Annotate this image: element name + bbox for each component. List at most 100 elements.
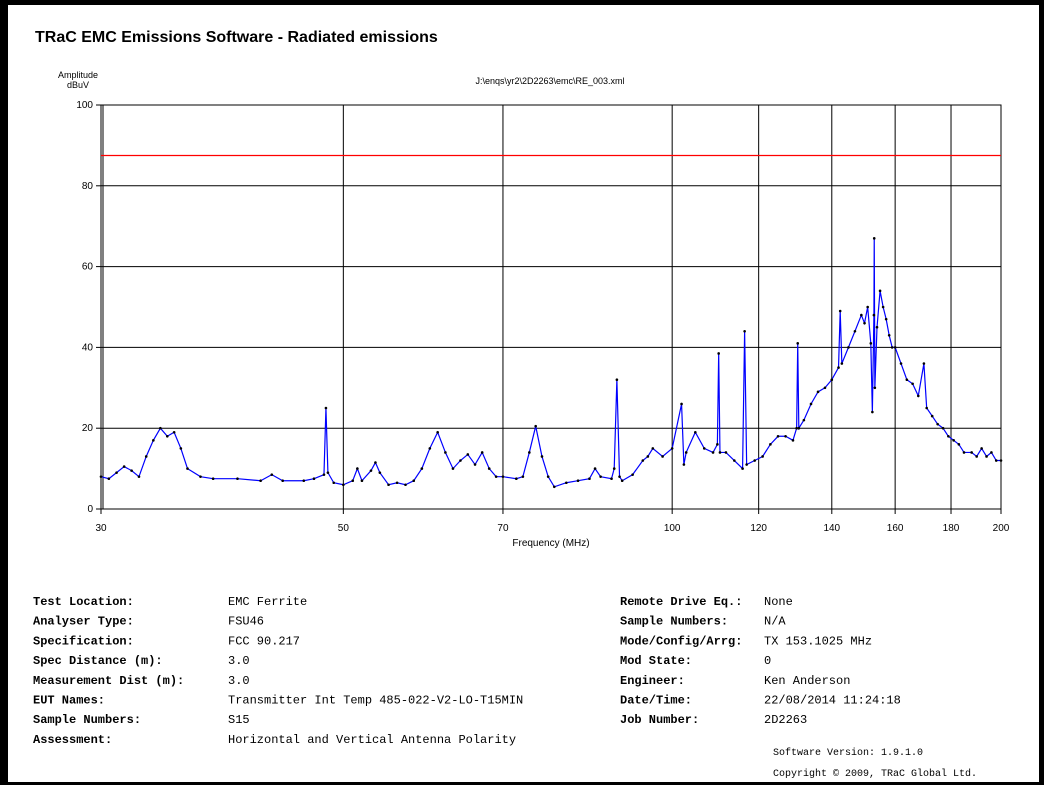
trace-point <box>515 477 518 481</box>
trace-point <box>166 434 169 438</box>
trace-point <box>281 479 284 483</box>
trace-point <box>975 455 978 458</box>
trace-point <box>890 346 894 349</box>
trace-point <box>179 447 183 450</box>
trace-point <box>326 471 330 474</box>
detail-label: Measurement Dist (m): <box>33 674 184 688</box>
trace-point <box>872 313 876 317</box>
trace-point <box>838 309 842 313</box>
trace-point <box>259 479 262 483</box>
trace-point <box>791 439 795 442</box>
trace-point <box>324 406 328 410</box>
trace-point <box>878 289 882 293</box>
detail-value: Horizontal and Vertical Antenna Polarity <box>228 733 516 747</box>
trace-point <box>115 471 118 474</box>
trace-point <box>552 485 556 489</box>
trace-point <box>980 447 983 450</box>
trace-point <box>999 459 1003 462</box>
trace-point <box>743 329 746 333</box>
trace-point <box>717 352 720 355</box>
trace-point <box>769 443 772 446</box>
x-tick-label: 70 <box>497 523 509 534</box>
trace-point <box>684 451 688 454</box>
x-tick-label: 120 <box>750 523 767 534</box>
detail-value: FSU46 <box>228 615 264 629</box>
trace-point <box>911 382 914 386</box>
trace-point <box>776 434 780 438</box>
detail-label: Date/Time: <box>620 694 692 708</box>
trace-point <box>875 325 879 329</box>
trace-point <box>199 475 202 478</box>
trace-point <box>802 418 806 422</box>
trace-point <box>905 378 909 382</box>
trace-point <box>152 439 155 442</box>
trace-point <box>236 477 239 481</box>
x-tick-label: 30 <box>95 523 107 534</box>
y-tick-label: 0 <box>87 504 93 515</box>
detail-value: N/A <box>764 615 786 629</box>
trace-point <box>99 475 103 478</box>
trace-point <box>436 430 439 434</box>
trace-point <box>534 424 537 428</box>
trace-point <box>930 414 934 418</box>
trace-point <box>724 451 728 454</box>
detail-value: Ken Anderson <box>764 674 850 688</box>
trace-point <box>342 483 345 487</box>
trace-point <box>618 475 621 478</box>
trace-point <box>985 455 988 458</box>
y-axis-label: Amplitude <box>58 70 98 80</box>
trace-point <box>936 422 939 426</box>
trace-point <box>420 467 424 470</box>
x-tick-label: 100 <box>664 523 681 534</box>
trace-point <box>866 305 869 309</box>
trace-point <box>837 366 840 369</box>
trace-point <box>716 443 719 446</box>
trace-point <box>694 430 697 434</box>
trace-point <box>130 469 133 472</box>
trace-point <box>947 434 950 438</box>
trace-point <box>521 475 525 478</box>
y-tick-label: 20 <box>82 423 94 434</box>
trace-point <box>473 463 477 466</box>
trace-point <box>540 455 544 458</box>
trace-point <box>753 459 756 462</box>
trace-point <box>816 390 820 394</box>
trace-point <box>487 467 491 470</box>
trace-point <box>830 378 834 382</box>
detail-label: EUT Names: <box>33 694 105 708</box>
trace-point <box>711 451 715 454</box>
trace-point <box>916 394 920 398</box>
trace-point <box>107 477 111 481</box>
trace-point <box>860 313 863 317</box>
trace-point <box>840 362 844 365</box>
detail-label: Mode/Config/Arrg: <box>620 634 742 648</box>
trace-point <box>360 479 364 483</box>
software-version: Software Version: 1.9.1.0 <box>773 747 923 759</box>
trace-point <box>680 402 683 406</box>
trace-point <box>332 481 336 485</box>
y-tick-label: 40 <box>82 342 94 353</box>
detail-value: 2D2263 <box>764 713 807 727</box>
trace-point <box>682 463 686 466</box>
trace-point <box>702 447 706 450</box>
trace-point <box>374 461 377 464</box>
trace-point <box>873 386 877 390</box>
trace-point <box>404 483 407 487</box>
trace-point <box>351 479 355 483</box>
trace-point <box>962 451 966 454</box>
plot-frame <box>100 104 1002 510</box>
trace-point <box>631 473 634 476</box>
detail-value: 3.0 <box>228 654 250 668</box>
trace-point <box>745 463 748 466</box>
x-tick-label: 140 <box>823 523 840 534</box>
trace-point <box>576 479 580 483</box>
trace-point <box>922 362 926 365</box>
trace-point <box>528 451 531 454</box>
detail-label: Job Number: <box>620 713 699 727</box>
trace-point <box>444 451 447 454</box>
trace-point <box>670 447 674 450</box>
trace-point <box>494 475 498 478</box>
trace-point <box>172 430 176 434</box>
y-tick-label: 60 <box>82 262 94 273</box>
trace-point <box>957 443 961 446</box>
